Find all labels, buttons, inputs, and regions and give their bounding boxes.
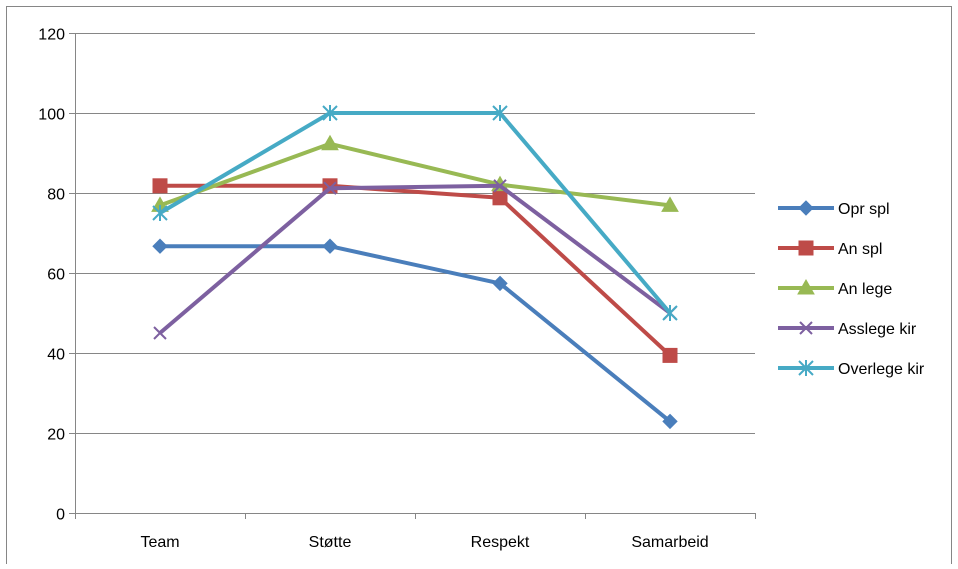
gridlines xyxy=(75,33,755,434)
series-line xyxy=(160,183,672,357)
series-asslege-kir xyxy=(153,179,677,340)
series-line xyxy=(158,111,672,315)
data-point xyxy=(661,196,679,212)
legend-label: Asslege kir xyxy=(838,321,917,338)
y-tick-label: 120 xyxy=(38,27,65,44)
legend-item: An lege xyxy=(778,278,892,298)
y-tick-label: 0 xyxy=(56,507,65,524)
chart-border xyxy=(6,6,952,569)
legend-item: Overlege kir xyxy=(778,360,925,378)
legend-item: Asslege kir xyxy=(778,321,917,338)
series-line xyxy=(158,183,672,335)
data-point xyxy=(152,238,168,254)
x-tick-label: Respekt xyxy=(471,534,530,551)
series-line xyxy=(159,141,671,208)
axes: 0 20 40 60 80 100 120 Team Støtte Respekt Samarbei… xyxy=(38,27,756,551)
legend-marker xyxy=(798,240,814,256)
data-point xyxy=(492,105,508,121)
series-lines xyxy=(151,105,679,430)
x-tick-label: Samarbeid xyxy=(631,534,708,551)
legend-label: An lege xyxy=(838,281,892,298)
legend-item: Opr spl xyxy=(778,200,890,218)
series-overlege-kir xyxy=(152,105,678,321)
data-point xyxy=(492,275,508,292)
series-opr-spl xyxy=(152,238,678,430)
y-tick-label: 40 xyxy=(47,347,65,364)
data-point xyxy=(662,413,678,430)
legend: Opr spl An spl An lege Asslege kir Overlege … xyxy=(778,200,925,378)
legend-marker xyxy=(798,200,814,216)
data-point xyxy=(493,179,507,193)
y-tick-label: 60 xyxy=(47,267,65,284)
x-tick-label: Team xyxy=(140,534,179,551)
legend-marker xyxy=(798,360,814,376)
data-point xyxy=(662,305,678,321)
legend-item: An spl xyxy=(778,240,882,258)
data-point xyxy=(322,238,338,254)
data-point xyxy=(492,190,508,206)
data-point xyxy=(662,347,678,363)
y-tick-label: 100 xyxy=(38,107,65,124)
data-point xyxy=(322,105,338,121)
y-tick-label: 80 xyxy=(47,187,65,204)
data-point xyxy=(323,181,337,195)
series-line xyxy=(160,244,672,423)
legend-marker xyxy=(799,321,813,335)
legend-label: Overlege kir xyxy=(838,361,925,378)
data-point xyxy=(152,205,168,221)
y-tick-label: 20 xyxy=(47,427,65,444)
legend-marker xyxy=(797,278,815,295)
x-tick-label: Støtte xyxy=(309,534,352,551)
legend-label: Opr spl xyxy=(838,201,890,218)
data-point xyxy=(153,326,167,340)
data-point xyxy=(152,178,168,194)
legend-label: An spl xyxy=(838,241,882,258)
data-point xyxy=(321,134,339,151)
